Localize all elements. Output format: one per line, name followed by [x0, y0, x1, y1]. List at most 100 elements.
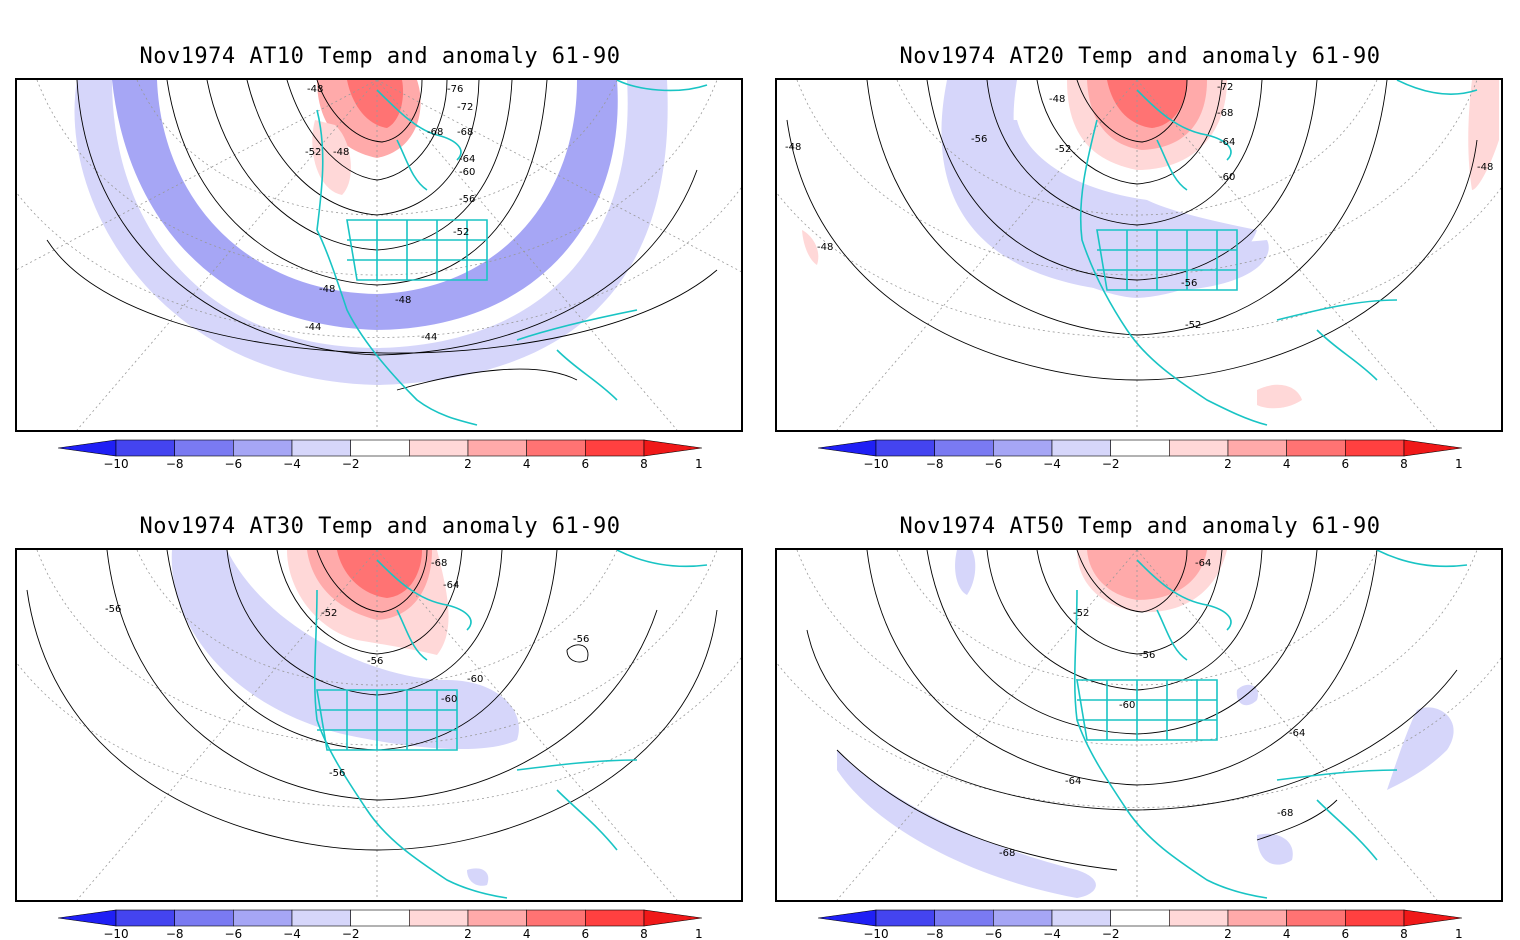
contour-label: -52: [321, 608, 337, 619]
colorbar-tick-label: 8: [1400, 457, 1408, 468]
colorbar-cell: [467, 439, 527, 457]
contour-label: -60: [459, 167, 475, 178]
colorbar-cell: [1169, 439, 1229, 457]
positive-anomaly-patch: [347, 80, 404, 128]
colorbar-cell: [58, 909, 117, 927]
colorbar-cell: [585, 439, 645, 457]
map-panel-at30: Nov1974 AT30 Temp and anomaly 61-90: [0, 470, 760, 940]
negative-anomaly-band-light: [74, 80, 668, 385]
contour-label: -44: [305, 322, 321, 333]
colorbar-cell: [993, 909, 1053, 927]
colorbar-cell: [818, 439, 877, 457]
map-panel-at20: Nov1974 AT20 Temp and anomaly 61-90: [760, 0, 1520, 470]
coastlines: [1073, 550, 1468, 899]
temperature-contours: [46, 80, 718, 391]
contour-label-group: -64 -52 -56 -60 -64 -64 -68 -68: [999, 558, 1305, 859]
negative-anomaly-band-mid: [112, 80, 618, 330]
contour-label: -56: [329, 768, 345, 779]
contour-label-group: -68 -64 -56 -52 -56 -56 -60 -60 -56: [105, 558, 589, 779]
colorbar-tick-label: 2: [1224, 457, 1232, 468]
colorbar-tick-label: −2: [342, 927, 360, 938]
polar-stereo-map: -48 -72 -68 -64 -56 -52 -60 -48 -48 -48 …: [775, 78, 1503, 432]
colorbar: −10 −8 −6 −4 −2 2 4 6 8 10: [818, 909, 1462, 938]
colorbar-cell: [174, 439, 234, 457]
contour-label: -72: [1217, 82, 1233, 93]
colorbar-cell: [1227, 909, 1287, 927]
negative-anomaly-band-light: [1387, 707, 1454, 790]
contour-label: -52: [1055, 144, 1071, 155]
colorbar-cell: [1110, 909, 1170, 927]
colorbar-cell: [818, 909, 877, 927]
positive-anomaly-patch: [1468, 80, 1499, 190]
colorbar-cell: [115, 439, 175, 457]
contour-label: -56: [105, 604, 121, 615]
colorbar-cell: [934, 439, 994, 457]
colorbar-tick-label: 10: [1455, 457, 1462, 468]
colorbar-cell: [643, 439, 702, 457]
colorbar-cell: [1051, 909, 1111, 927]
colorbar-tick-label: 8: [640, 927, 648, 938]
coastlines: [316, 80, 708, 426]
colorbar-tick-label: 8: [640, 457, 648, 468]
colorbar-cell: [174, 909, 234, 927]
contour-label: -68: [427, 127, 443, 138]
positive-anomaly-patch: [802, 230, 819, 265]
colorbar-tick-label: −6: [984, 927, 1002, 938]
negative-anomaly-band-light: [171, 550, 519, 750]
colorbar-tick-label: −10: [863, 927, 888, 938]
colorbar-tick-label: 4: [523, 457, 531, 468]
contour-label: -56: [1181, 278, 1197, 289]
contour-label: -48: [1049, 94, 1065, 105]
contour-label: -64: [1195, 558, 1211, 569]
colorbar-tick-label: −10: [103, 457, 128, 468]
colorbar: −10 −8 −6 −4 −2 2 4 6 8 10: [818, 439, 1462, 468]
contour-label: -64: [1219, 137, 1235, 148]
map-canvas: -64 -52 -56 -60 -64 -64 -68 -68: [777, 550, 1501, 900]
colorbar-cell: [934, 909, 994, 927]
contour-label: -56: [971, 134, 987, 145]
colorbar-cell: [643, 909, 702, 927]
contour-label: -60: [467, 674, 483, 685]
colorbar-cell: [1286, 909, 1346, 927]
colorbar-tick-label: −4: [1043, 457, 1061, 468]
colorbar-cell: [409, 909, 469, 927]
colorbar-cell: [526, 909, 586, 927]
colorbar-tick-label: 6: [1342, 457, 1350, 468]
contour-label: -56: [459, 194, 475, 205]
colorbar-cell: [1345, 909, 1405, 927]
colorbar-tick-label: −8: [926, 927, 944, 938]
panel-title: Nov1974 AT20 Temp and anomaly 61-90: [899, 44, 1381, 69]
colorbar-tick-label: 4: [523, 927, 531, 938]
contour-label: -76: [447, 84, 463, 95]
colorbar-tick-label: 6: [1342, 927, 1350, 938]
colorbar-tick-label: 10: [1455, 927, 1462, 938]
coastlines: [1079, 80, 1478, 426]
temperature-contours: [786, 80, 1478, 381]
colorbar-cell: [526, 439, 586, 457]
contour-label: -64: [459, 154, 475, 165]
colorbar-cell: [585, 909, 645, 927]
colorbar-tick-label: −10: [103, 927, 128, 938]
colorbar-tick-label: −6: [984, 457, 1002, 468]
map-canvas: -48 -72 -68 -64 -56 -52 -60 -48 -48 -48 …: [777, 80, 1501, 430]
temperature-contours: [26, 550, 718, 851]
colorbar-tick-label: −4: [283, 927, 301, 938]
colorbar-tick-label: 6: [582, 457, 590, 468]
contour-label: -68: [457, 127, 473, 138]
colorbar-cell: [993, 439, 1053, 457]
colorbar-tick-label: −10: [863, 457, 888, 468]
contour-label: -60: [441, 694, 457, 705]
contour-label: -68: [431, 558, 447, 569]
colorbar-cell: [467, 909, 527, 927]
colorbar-tick-label: 2: [1224, 927, 1232, 938]
colorbar-cell: [58, 439, 117, 457]
contour-label: -48: [817, 242, 833, 253]
contour-label: -48: [1477, 162, 1493, 173]
colorbar-cell: [1345, 439, 1405, 457]
contour-label: -52: [305, 147, 321, 158]
contour-label-group: -48 -76 -72 -68 -68 -52 -48 -64 -60 -56 …: [305, 84, 475, 343]
colorbar-cell: [1403, 439, 1462, 457]
colorbar-tick-label: −8: [926, 457, 944, 468]
panel-title: Nov1974 AT50 Temp and anomaly 61-90: [899, 514, 1381, 539]
contour-label: -52: [1185, 320, 1201, 331]
